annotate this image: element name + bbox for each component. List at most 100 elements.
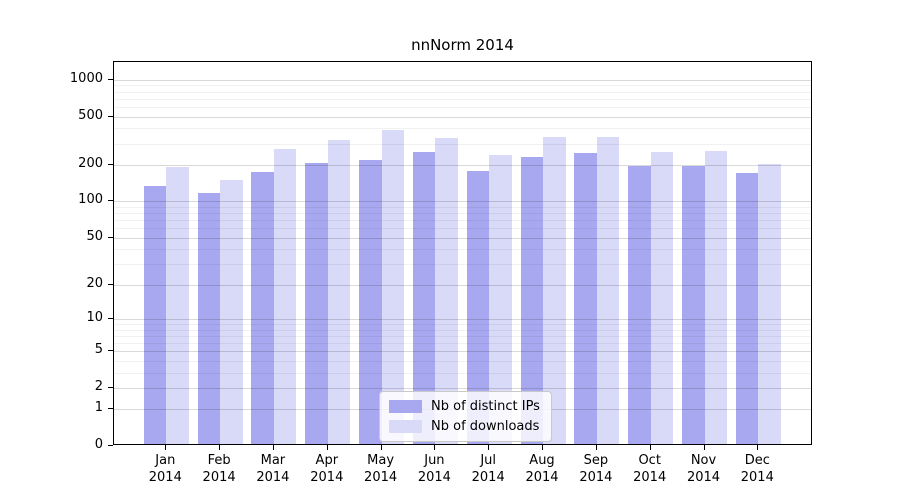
bar-downloads bbox=[596, 136, 620, 444]
bar-downloads bbox=[704, 150, 727, 444]
y-tick-mark bbox=[108, 350, 113, 351]
x-tick-year: 2014 bbox=[740, 470, 774, 485]
y-tick-label: 50 bbox=[86, 228, 103, 244]
bar-distinct-ips bbox=[574, 152, 597, 444]
gridline-minor bbox=[114, 335, 811, 337]
y-tick-label: 100 bbox=[78, 192, 103, 208]
y-tick-mark bbox=[108, 445, 113, 446]
x-tick-label: Feb 2014 bbox=[191, 452, 247, 486]
x-tick-mark bbox=[434, 445, 436, 450]
bar-distinct-ips bbox=[682, 165, 705, 444]
x-tick-label: Mar 2014 bbox=[245, 452, 301, 486]
bar-distinct-ips bbox=[520, 157, 544, 444]
bar-distinct-ips bbox=[359, 160, 382, 444]
x-tick-year: 2014 bbox=[471, 470, 505, 485]
y-tick-mark bbox=[108, 386, 113, 388]
chart-title: nnNorm 2014 bbox=[411, 36, 514, 54]
y-tick-mark bbox=[108, 236, 113, 238]
y-tick-mark bbox=[108, 163, 113, 165]
x-tick-mark bbox=[757, 445, 759, 450]
gridline-minor bbox=[114, 206, 811, 208]
legend-swatch-downloads bbox=[389, 420, 422, 433]
bar-distinct-ips bbox=[143, 185, 167, 444]
bar-downloads bbox=[220, 180, 243, 444]
x-tick-mark bbox=[703, 445, 705, 450]
x-tick-year: 2014 bbox=[686, 470, 721, 485]
gridline-major bbox=[114, 237, 811, 239]
y-tick-label: 200 bbox=[78, 155, 103, 171]
bar-downloads bbox=[273, 148, 297, 444]
gridline-major bbox=[114, 201, 811, 203]
gridline-major bbox=[114, 351, 811, 352]
x-tick-mark bbox=[326, 445, 328, 450]
x-tick-mark bbox=[488, 445, 490, 450]
bar-downloads bbox=[650, 151, 674, 444]
bar-distinct-ips bbox=[628, 166, 651, 444]
x-tick-label: Dec 2014 bbox=[729, 452, 785, 486]
bar-distinct-ips bbox=[735, 173, 759, 444]
y-tick-label: 1000 bbox=[69, 70, 103, 86]
y-tick-mark bbox=[108, 408, 113, 410]
bar-distinct-ips bbox=[197, 193, 221, 444]
gridline-minor bbox=[114, 342, 811, 344]
gridline-minor bbox=[114, 220, 811, 222]
y-tick-mark bbox=[108, 115, 113, 117]
y-tick-mark bbox=[108, 200, 113, 202]
legend: Nb of distinct IPs Nb of downloads bbox=[379, 391, 552, 442]
gridline-major bbox=[114, 164, 811, 166]
legend-entry-distinct-ips: Nb of distinct IPs bbox=[389, 399, 540, 414]
bar-distinct-ips bbox=[466, 170, 490, 444]
x-tick-mark bbox=[649, 445, 651, 450]
y-tick-label: 5 bbox=[94, 342, 103, 357]
y-tick-label: 20 bbox=[86, 275, 103, 291]
x-tick-year: 2014 bbox=[633, 470, 667, 485]
gridline-minor bbox=[114, 228, 811, 230]
x-tick-year: 2014 bbox=[579, 470, 613, 485]
y-tick-mark bbox=[108, 283, 113, 285]
x-tick-mark bbox=[165, 445, 167, 450]
bar-downloads bbox=[758, 164, 781, 444]
y-tick-label: 10 bbox=[86, 309, 103, 325]
gridline-minor bbox=[114, 249, 811, 251]
y-tick-label: 0 bbox=[94, 437, 103, 452]
x-tick-label: Nov 2014 bbox=[676, 452, 732, 486]
gridline-major bbox=[114, 116, 811, 118]
gridline-minor bbox=[114, 329, 811, 331]
x-tick-mark bbox=[272, 445, 274, 450]
bar-distinct-ips bbox=[305, 163, 328, 444]
x-tick-label: Oct 2014 bbox=[622, 452, 678, 486]
bar-downloads bbox=[543, 137, 566, 444]
bar-downloads bbox=[381, 130, 405, 444]
x-tick-label: Jul 2014 bbox=[460, 452, 516, 486]
gridline-minor bbox=[114, 360, 811, 362]
x-tick-label: Apr 2014 bbox=[299, 452, 355, 486]
legend-entry-downloads: Nb of downloads bbox=[389, 419, 540, 434]
plot-area bbox=[113, 61, 812, 445]
gridline-major bbox=[114, 387, 811, 389]
bar-downloads bbox=[327, 139, 351, 444]
gridline-minor bbox=[114, 143, 811, 145]
bar-distinct-ips bbox=[251, 171, 274, 444]
gridline-major bbox=[114, 318, 811, 320]
gridline-major bbox=[114, 79, 811, 81]
gridline-minor bbox=[114, 324, 811, 325]
legend-swatch-distinct-ips bbox=[389, 400, 422, 413]
x-tick-label: Sep 2014 bbox=[568, 452, 624, 486]
gridline-minor bbox=[114, 213, 811, 215]
gridline-minor bbox=[114, 98, 811, 100]
x-tick-mark bbox=[595, 445, 597, 450]
gridline-minor bbox=[114, 128, 811, 130]
gridline-minor bbox=[114, 264, 811, 265]
x-tick-mark bbox=[219, 445, 221, 450]
y-tick-mark bbox=[108, 317, 113, 319]
x-tick-year: 2014 bbox=[310, 470, 344, 485]
x-tick-label: Jun 2014 bbox=[406, 452, 462, 486]
x-tick-year: 2014 bbox=[256, 470, 290, 485]
x-tick-mark bbox=[542, 445, 543, 450]
x-tick-year: 2014 bbox=[364, 470, 398, 485]
legend-label-downloads: Nb of downloads bbox=[431, 419, 540, 434]
gridline-minor bbox=[114, 106, 811, 108]
legend-label-distinct-ips: Nb of distinct IPs bbox=[431, 399, 540, 414]
x-tick-year: 2014 bbox=[417, 470, 451, 485]
